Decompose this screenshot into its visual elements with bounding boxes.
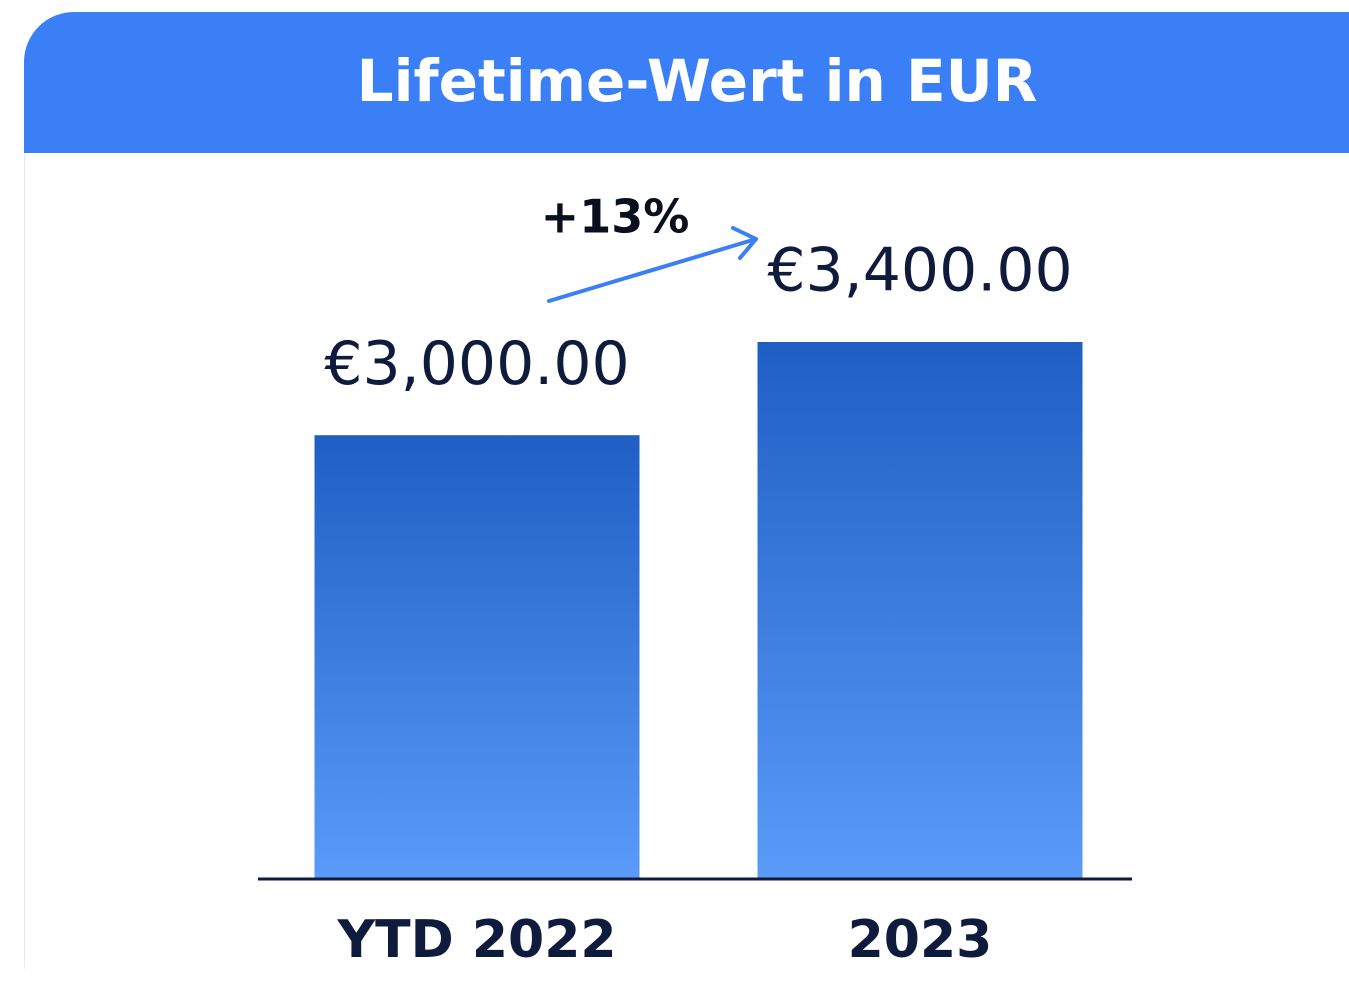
x-tick-label: YTD 2022 — [336, 910, 616, 970]
chart-title: Lifetime-Wert in EUR — [357, 47, 1038, 115]
card-body — [24, 12, 1349, 985]
value-label: €3,400.00 — [767, 236, 1072, 306]
trend-arrow — [547, 226, 758, 303]
bar — [314, 435, 640, 878]
plot: €3,000.00 YTD 2022 €3,400.00 2023 — [314, 236, 1083, 970]
bar — [757, 342, 1083, 878]
x-tick-label: 2023 — [848, 910, 993, 970]
card-header — [24, 12, 1349, 153]
annotation: +13% — [541, 190, 690, 244]
card — [24, 12, 1349, 985]
value-label: €3,000.00 — [324, 329, 629, 399]
